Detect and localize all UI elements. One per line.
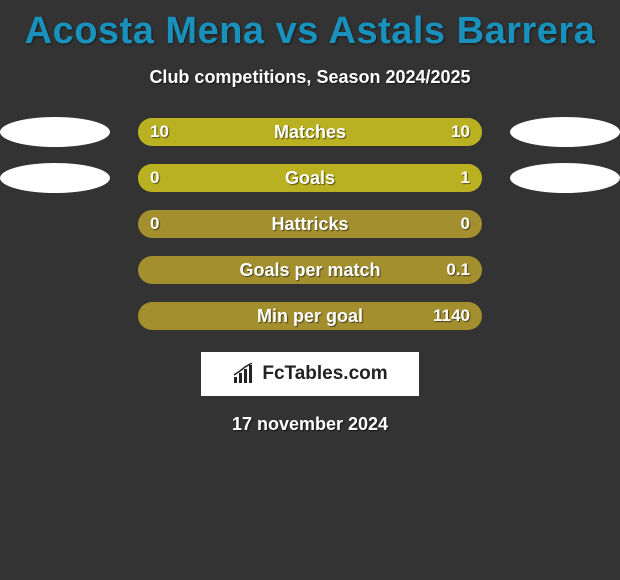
player-left-oval bbox=[0, 163, 110, 193]
player-right-oval bbox=[510, 163, 620, 193]
stat-value-right: 1 bbox=[461, 164, 470, 192]
stat-value-right: 1140 bbox=[433, 302, 470, 330]
stat-row: 0 Hattricks 0 bbox=[0, 210, 620, 238]
player-left-oval bbox=[0, 117, 110, 147]
stat-label: Goals per match bbox=[138, 256, 482, 284]
stat-row: 0 Goals 1 bbox=[0, 164, 620, 192]
stat-value-right: 0.1 bbox=[446, 256, 470, 284]
stat-bar: 0 Hattricks 0 bbox=[138, 210, 482, 238]
page-title: Acosta Mena vs Astals Barrera bbox=[0, 0, 620, 53]
source-logo-text: FcTables.com bbox=[262, 363, 387, 385]
source-logo: FcTables.com bbox=[201, 352, 419, 396]
stat-bar: Goals per match 0.1 bbox=[138, 256, 482, 284]
stat-label: Goals bbox=[138, 164, 482, 192]
player-right-oval bbox=[510, 117, 620, 147]
stat-row: Goals per match 0.1 bbox=[0, 256, 620, 284]
stat-label: Hattricks bbox=[138, 210, 482, 238]
date-label: 17 november 2024 bbox=[0, 414, 620, 435]
stat-bar: 10 Matches 10 bbox=[138, 118, 482, 146]
comparison-infographic: Acosta Mena vs Astals Barrera Club compe… bbox=[0, 0, 620, 580]
stat-value-right: 0 bbox=[461, 210, 470, 238]
stat-row: 10 Matches 10 bbox=[0, 118, 620, 146]
page-subtitle: Club competitions, Season 2024/2025 bbox=[0, 67, 620, 88]
bar-chart-icon bbox=[232, 363, 256, 385]
stat-label: Min per goal bbox=[138, 302, 482, 330]
stat-bar: 0 Goals 1 bbox=[138, 164, 482, 192]
stat-label: Matches bbox=[138, 118, 482, 146]
stat-rows: 10 Matches 10 0 Goals 1 bbox=[0, 118, 620, 330]
stat-row: Min per goal 1140 bbox=[0, 302, 620, 330]
stat-bar: Min per goal 1140 bbox=[138, 302, 482, 330]
stat-value-right: 10 bbox=[451, 118, 470, 146]
